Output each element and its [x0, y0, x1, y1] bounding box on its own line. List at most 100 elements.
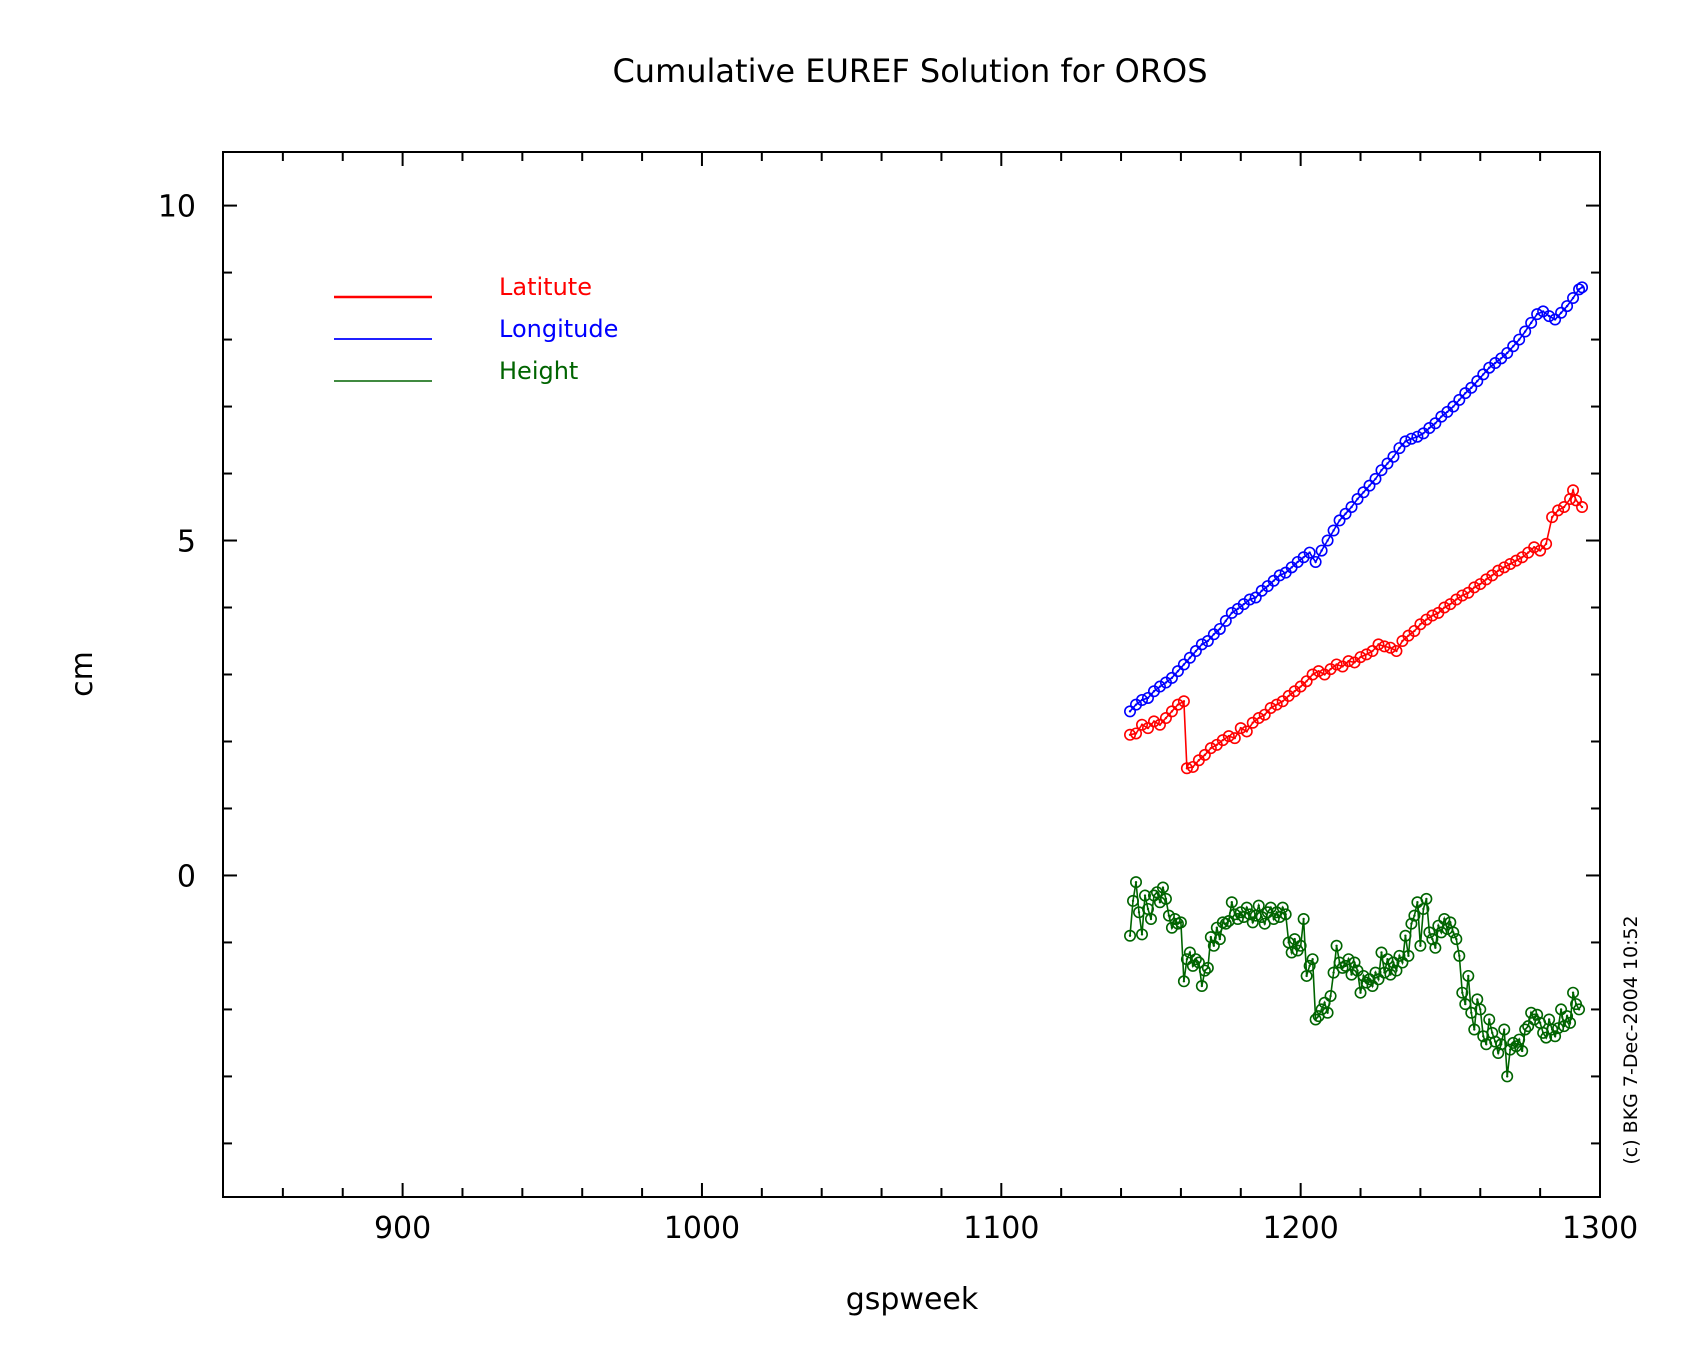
- data-point-center-height: [1176, 922, 1180, 925]
- data-point-center-latitute: [1562, 505, 1566, 509]
- x-tick-label: 1300: [1562, 1211, 1638, 1246]
- data-point-latitute: [1258, 708, 1271, 721]
- data-point-longitude: [1507, 340, 1520, 353]
- data-point-center-latitute: [1170, 710, 1174, 713]
- data-point-center-latitute: [1152, 720, 1156, 723]
- data-point-longitude: [1219, 614, 1232, 627]
- data-point-center-height: [1161, 886, 1165, 889]
- data-point-height: [1153, 896, 1166, 909]
- data-point-center-latitute: [1215, 743, 1219, 747]
- data-point-height: [1192, 956, 1205, 969]
- data-point-height: [1288, 933, 1301, 946]
- data-point-height: [1124, 929, 1137, 942]
- data-point-height: [1498, 1023, 1511, 1036]
- data-point-center-latitute: [1263, 713, 1266, 716]
- data-point-center-longitude: [1541, 310, 1545, 313]
- data-point-center-height: [1565, 1014, 1569, 1018]
- data-point-longitude: [1567, 292, 1580, 305]
- data-point-center-height: [1547, 1018, 1551, 1021]
- data-point-latitute: [1342, 655, 1355, 668]
- data-point-center-height: [1485, 1043, 1488, 1046]
- data-point-height: [1180, 953, 1193, 966]
- data-point-center-latitute: [1473, 586, 1476, 589]
- data-point-center-height: [1308, 964, 1311, 968]
- data-point-center-longitude: [1368, 484, 1371, 487]
- data-point-longitude: [1357, 486, 1370, 499]
- data-point-longitude: [1201, 635, 1214, 648]
- x-tick-label: 1200: [1262, 1211, 1338, 1246]
- data-point-latitute: [1534, 544, 1547, 557]
- data-point-latitute: [1177, 695, 1190, 708]
- data-point-center-height: [1503, 1028, 1506, 1031]
- data-point-center-longitude: [1152, 690, 1156, 693]
- data-point-center-height: [1449, 921, 1452, 924]
- data-point-center-longitude: [1128, 710, 1132, 713]
- data-point-center-height: [1311, 957, 1314, 961]
- data-point-center-height: [1323, 1001, 1326, 1004]
- data-point-center-latitute: [1275, 703, 1278, 706]
- data-point-center-latitute: [1407, 634, 1410, 637]
- data-point-center-height: [1437, 924, 1440, 927]
- data-point-center-longitude: [1242, 602, 1245, 606]
- data-point-center-latitute: [1323, 673, 1326, 676]
- data-point-center-longitude: [1176, 669, 1180, 673]
- data-point-height: [1468, 1023, 1481, 1036]
- data-point-height: [1504, 1043, 1517, 1056]
- data-point-longitude: [1453, 393, 1466, 406]
- data-point-center-height: [1520, 1049, 1524, 1053]
- axes: 900 1000 1100 1200 1300 0 5 10: [158, 152, 1638, 1246]
- legend-label-longitude: Longitude: [499, 315, 618, 343]
- data-point-longitude: [1327, 524, 1340, 537]
- data-point-center-longitude: [1416, 435, 1419, 438]
- data-point-height: [1450, 933, 1463, 946]
- data-point-center-height: [1200, 984, 1204, 988]
- data-point-center-height: [1470, 1011, 1473, 1014]
- data-point-height: [1501, 1070, 1514, 1083]
- data-point-height: [1561, 1010, 1574, 1023]
- data-point-height: [1246, 916, 1259, 929]
- data-point-center-height: [1164, 897, 1168, 901]
- data-point-center-latitute: [1485, 578, 1488, 581]
- data-point-longitude: [1303, 546, 1316, 559]
- data-point-longitude: [1171, 665, 1184, 678]
- data-point-longitude: [1375, 464, 1388, 477]
- data-point-height: [1369, 966, 1382, 979]
- data-point-center-height: [1476, 998, 1479, 1001]
- data-point-height: [1489, 1035, 1502, 1048]
- data-point-center-longitude: [1529, 321, 1533, 325]
- data-point-longitude: [1477, 368, 1490, 381]
- data-point-height: [1348, 956, 1361, 969]
- data-point-center-latitute: [1329, 667, 1332, 671]
- data-point-latitute: [1264, 701, 1277, 714]
- data-point-center-longitude: [1212, 633, 1216, 636]
- data-point-center-latitute: [1544, 542, 1548, 546]
- data-point-center-longitude: [1224, 619, 1228, 623]
- data-point-center-height: [1350, 973, 1353, 976]
- data-point-longitude: [1333, 514, 1346, 527]
- data-point-height: [1408, 909, 1421, 922]
- data-point-height: [1222, 915, 1235, 928]
- data-point-center-height: [1155, 891, 1159, 894]
- data-point-latitute: [1456, 589, 1469, 602]
- data-point-height: [1198, 964, 1211, 977]
- data-point-height: [1276, 901, 1289, 914]
- data-point-height: [1522, 1020, 1535, 1033]
- data-point-height: [1345, 968, 1358, 981]
- series-height: [1124, 876, 1586, 1083]
- data-point-center-height: [1284, 913, 1287, 916]
- data-point-latitute: [1450, 593, 1463, 606]
- data-point-center-longitude: [1332, 529, 1335, 532]
- data-point-latitute: [1234, 722, 1247, 735]
- data-point-latitute: [1492, 564, 1505, 577]
- data-point-height: [1453, 949, 1466, 962]
- data-point-center-latitute: [1538, 549, 1542, 552]
- data-point-center-height: [1410, 922, 1413, 925]
- data-point-height: [1513, 1033, 1526, 1046]
- data-point-height: [1372, 973, 1385, 986]
- data-point-height: [1324, 990, 1337, 1003]
- data-point-center-height: [1506, 1075, 1509, 1078]
- data-point-center-longitude: [1374, 477, 1377, 481]
- data-point-center-longitude: [1350, 505, 1353, 509]
- data-point-height: [1252, 899, 1265, 912]
- data-point-center-latitute: [1311, 673, 1314, 676]
